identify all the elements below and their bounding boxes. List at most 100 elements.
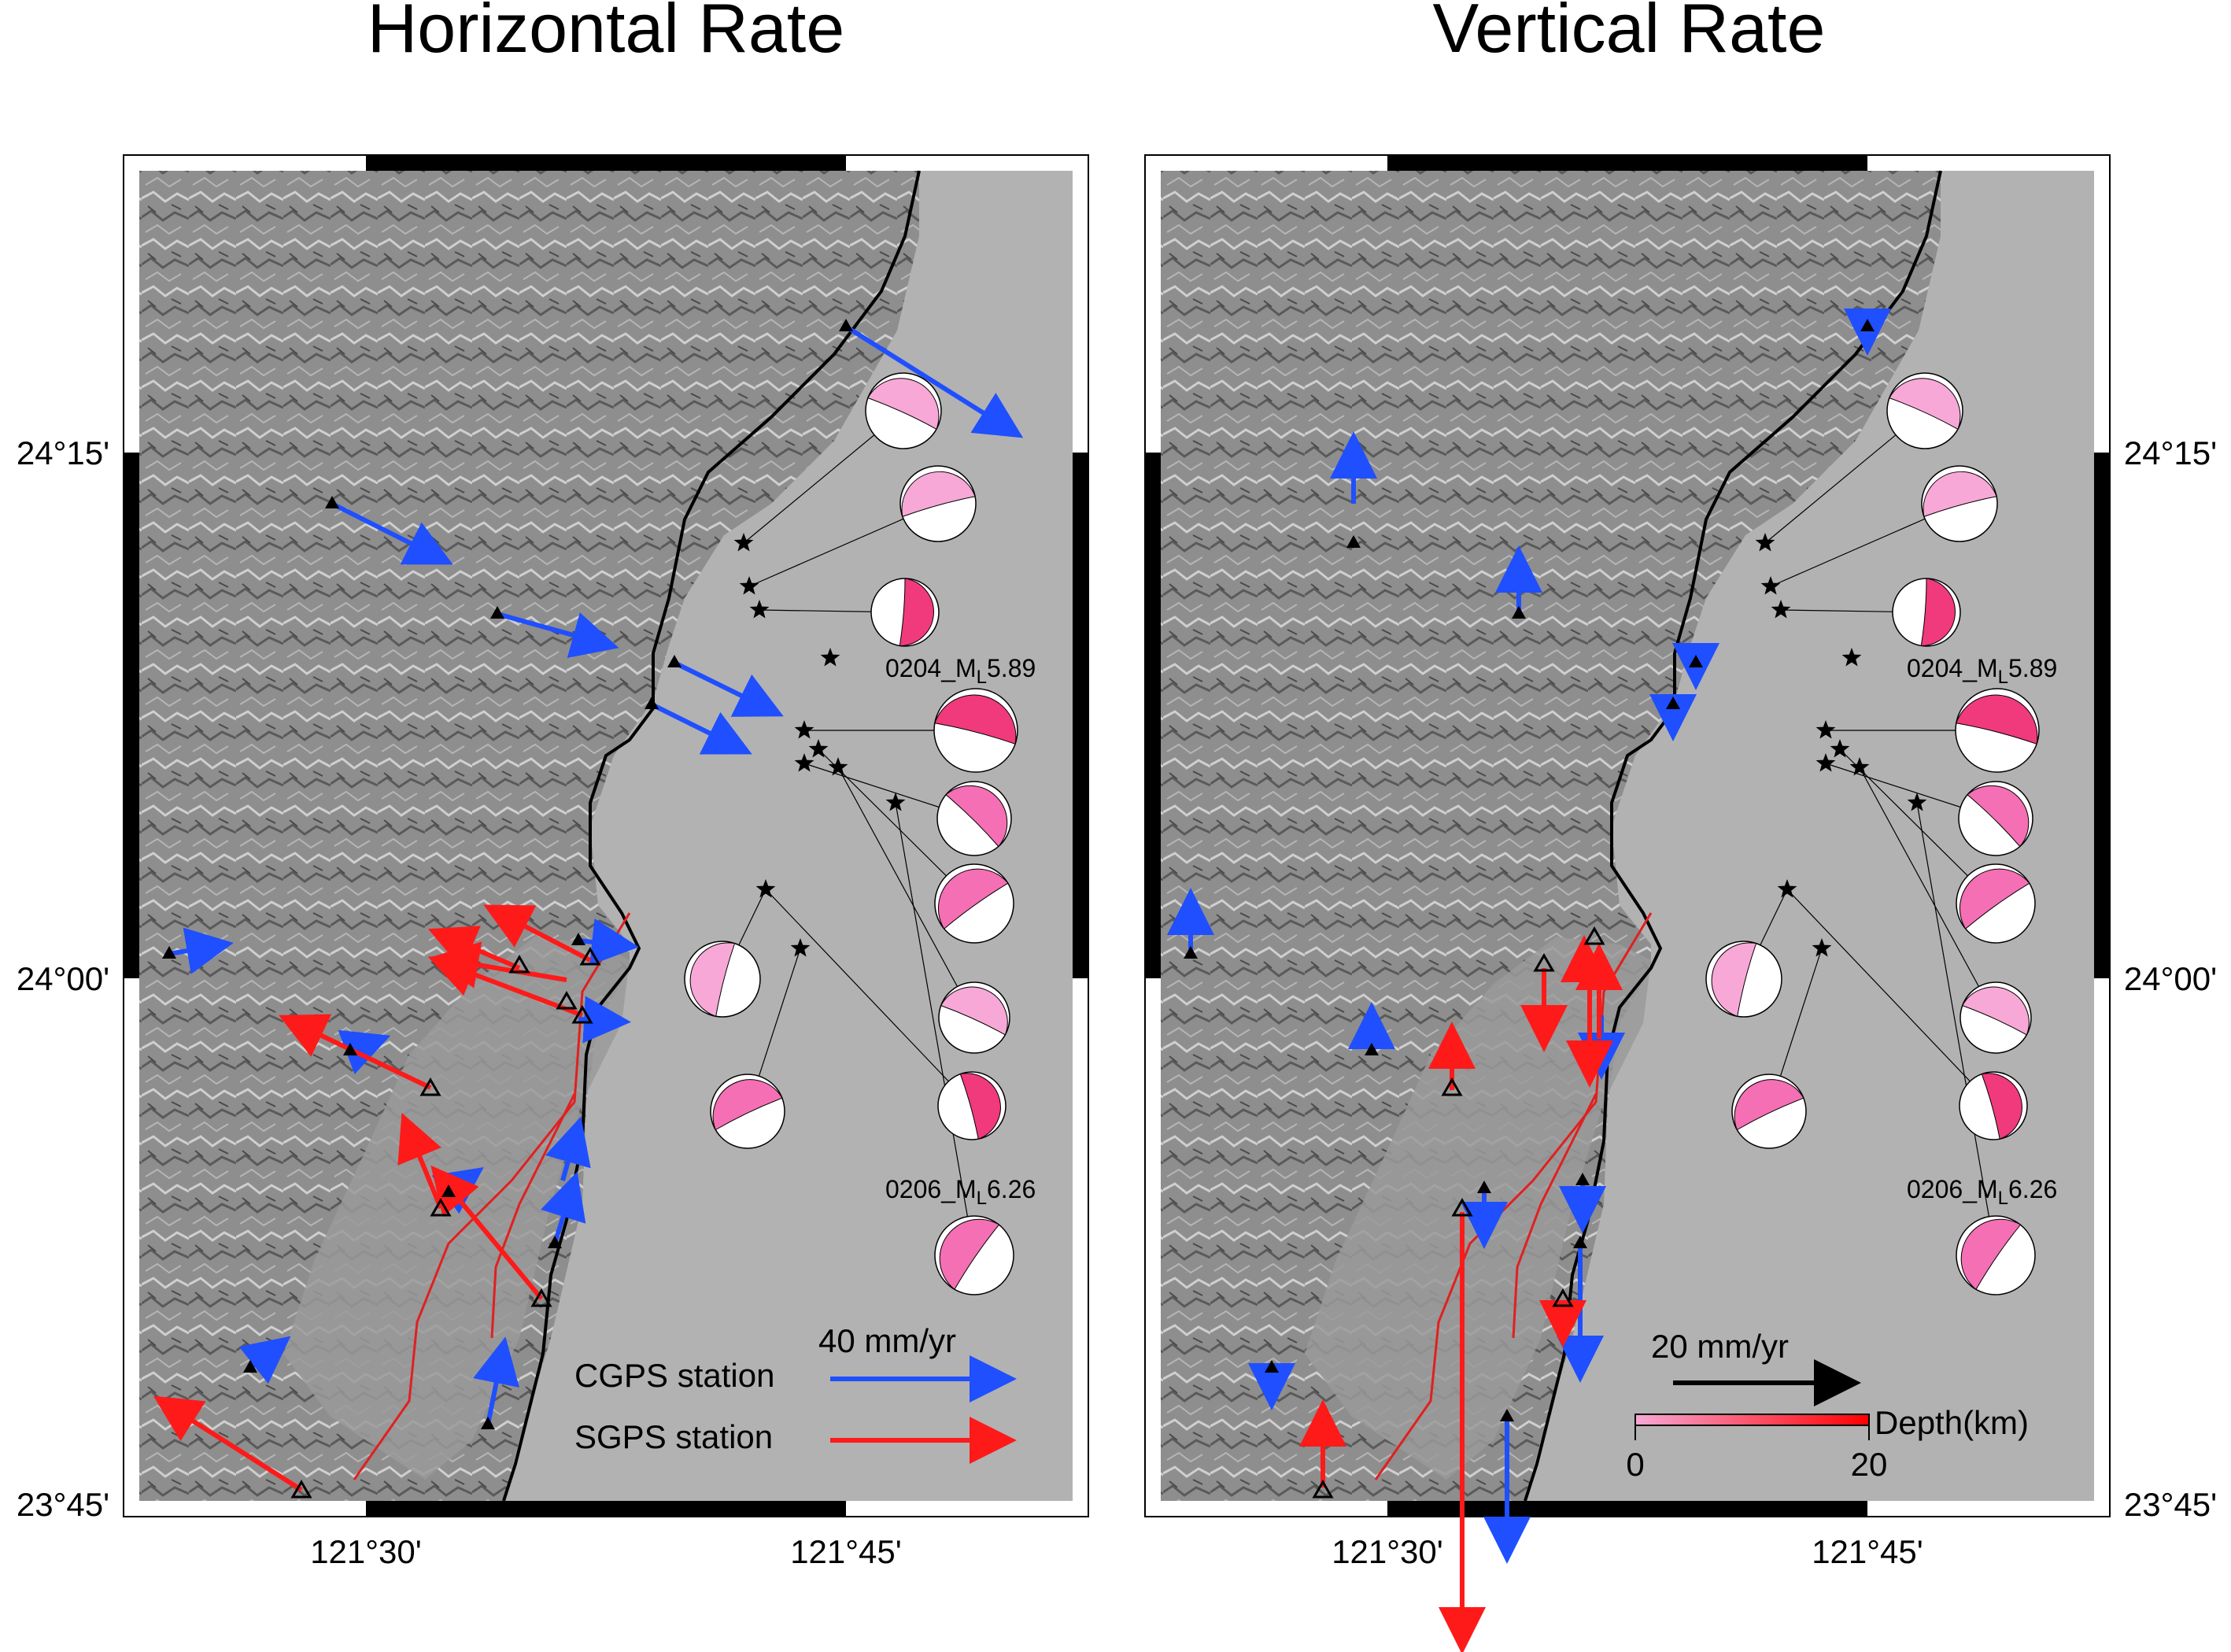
beachball-icon <box>1705 941 1782 1018</box>
epicenter-star-icon <box>794 720 814 739</box>
epicenter-star-icon <box>739 576 759 595</box>
beachball-icon <box>933 688 1018 773</box>
epicenter-star-icon <box>1777 879 1797 898</box>
cgps-station-icon <box>548 1236 562 1248</box>
beachball-icon <box>1959 1071 2028 1140</box>
sgps-station-icon <box>556 991 578 1010</box>
cgps-stations <box>1184 319 1875 1421</box>
legend-cgps-label: CGPS station <box>574 1357 774 1394</box>
cgps-station-icon <box>645 697 659 709</box>
epicenter-star-icon <box>755 879 776 898</box>
cgps-station-icon <box>1689 655 1703 667</box>
lon-tick-label: 121°45' <box>1812 1533 1923 1570</box>
sgps-stations <box>1312 926 1605 1499</box>
cgps-vector <box>497 612 619 658</box>
leader-line <box>1916 802 1996 1256</box>
depth-min-label: 0 <box>1626 1446 1644 1483</box>
cgps-station-icon <box>441 1184 456 1197</box>
event-label-0204: 0204_ML5.89 <box>1907 654 2057 688</box>
beachball-icon <box>1892 578 1961 647</box>
beachball-icon <box>936 781 1012 856</box>
beachball-icon <box>934 863 1014 944</box>
epicenter-star-icon <box>749 600 770 619</box>
epicenter-star-icon <box>1815 753 1836 772</box>
cgps-station-icon <box>571 933 585 945</box>
cgps-station-icon <box>490 606 504 619</box>
lon-tick-label: 121°45' <box>790 1533 902 1570</box>
beachball-icon <box>710 1074 785 1149</box>
sgps-vector <box>153 1395 303 1492</box>
epicenter-star-icon <box>1849 757 1870 776</box>
beachball-icon <box>1731 1074 1807 1149</box>
beachball-icon <box>938 981 1010 1054</box>
map-area: 0204_ML5.89 0206_ML6.26 20 mm/yr Depth(k… <box>1161 170 2094 1652</box>
cgps-vectors <box>168 324 1024 1425</box>
cgps-station-icon <box>481 1417 495 1429</box>
beachball-icon <box>1960 981 2032 1054</box>
sgps-vector <box>483 904 592 963</box>
lat-tick-label: 24°00' <box>2124 960 2217 997</box>
sgps-station-icon <box>579 947 601 966</box>
epicenter-star-icon <box>1760 576 1781 595</box>
map-area: 0204_ML5.89 0206_ML6.26 40 mm/yr CGPS st… <box>139 170 1073 1502</box>
cgps-station-icon <box>343 1043 357 1055</box>
coastline <box>502 170 921 1502</box>
cgps-station-icon <box>1184 946 1198 959</box>
beachball-icon <box>937 1071 1007 1140</box>
sgps-station-icon <box>290 1480 312 1499</box>
cgps-vector <box>473 1336 520 1425</box>
sgps-station-icon <box>1451 1198 1473 1217</box>
cgps-vector <box>578 918 639 966</box>
beachball-icon <box>1956 863 2036 944</box>
lat-tick-label: 24°00' <box>17 960 109 997</box>
sgps-station-icon <box>571 1005 593 1024</box>
sgps-station-icon <box>508 955 530 974</box>
epicenter-stars <box>1755 533 1927 957</box>
cgps-station-icon <box>1666 697 1680 709</box>
lat-tick-label: 24°15' <box>2124 434 2217 471</box>
sgps-stations <box>290 947 601 1499</box>
cgps-vector <box>578 996 631 1044</box>
beachball-icon <box>1921 465 1998 542</box>
beachball-icon <box>1955 688 2040 773</box>
beachball-icon <box>1958 781 2033 856</box>
panel-vertical: Vertical Rate <box>1144 0 2217 1652</box>
cgps-station-icon <box>1346 535 1361 548</box>
depth-label: Depth(km) <box>1875 1404 2029 1441</box>
cgps-vector <box>168 927 234 974</box>
cgps-vector <box>545 1116 591 1181</box>
sgps-station-icon <box>430 1198 452 1217</box>
beachball-icon <box>865 372 942 449</box>
lat-tick-label: 23°45' <box>2124 1486 2217 1523</box>
epicenter-star-icon <box>1771 600 1791 619</box>
leader-line <box>895 802 975 1256</box>
cgps-station-icon <box>1512 606 1526 619</box>
lon-tick-label: 121°30' <box>310 1533 422 1570</box>
focal-mechanisms <box>684 372 1018 1295</box>
sgps-vector <box>430 1165 544 1300</box>
sgps-station-icon <box>1441 1077 1463 1096</box>
leader-line <box>765 889 973 1107</box>
cgps-station-icon <box>1365 1043 1379 1055</box>
cgps-station-icon <box>667 655 681 667</box>
legend: 40 mm/yr CGPS station SGPS station <box>574 1322 1017 1464</box>
cgps-vector <box>541 1171 586 1244</box>
sgps-station-icon <box>1533 953 1555 972</box>
beachball-icon <box>1886 372 1963 449</box>
legend-sgps-label: SGPS station <box>574 1418 773 1455</box>
cgps-vector <box>844 324 1024 438</box>
cgps-station-icon <box>1575 1173 1590 1185</box>
sgps-station-icon <box>1552 1288 1574 1307</box>
cgps-station-icon <box>325 496 339 508</box>
leader-line <box>1786 889 1994 1107</box>
cgps-station-icon <box>1500 1409 1514 1421</box>
cgps-vector <box>338 1029 391 1074</box>
event-label-0204: 0204_ML5.89 <box>885 654 1036 688</box>
epicenter-stars <box>733 533 906 957</box>
focal-mechanisms <box>1705 372 2040 1295</box>
cgps-vector <box>331 501 453 565</box>
epicenter-star-icon <box>820 648 840 667</box>
depth-colorbar <box>1634 1414 1870 1426</box>
cgps-station-icon <box>1265 1360 1279 1373</box>
legend-scale-label: 20 mm/yr <box>1651 1328 1789 1365</box>
